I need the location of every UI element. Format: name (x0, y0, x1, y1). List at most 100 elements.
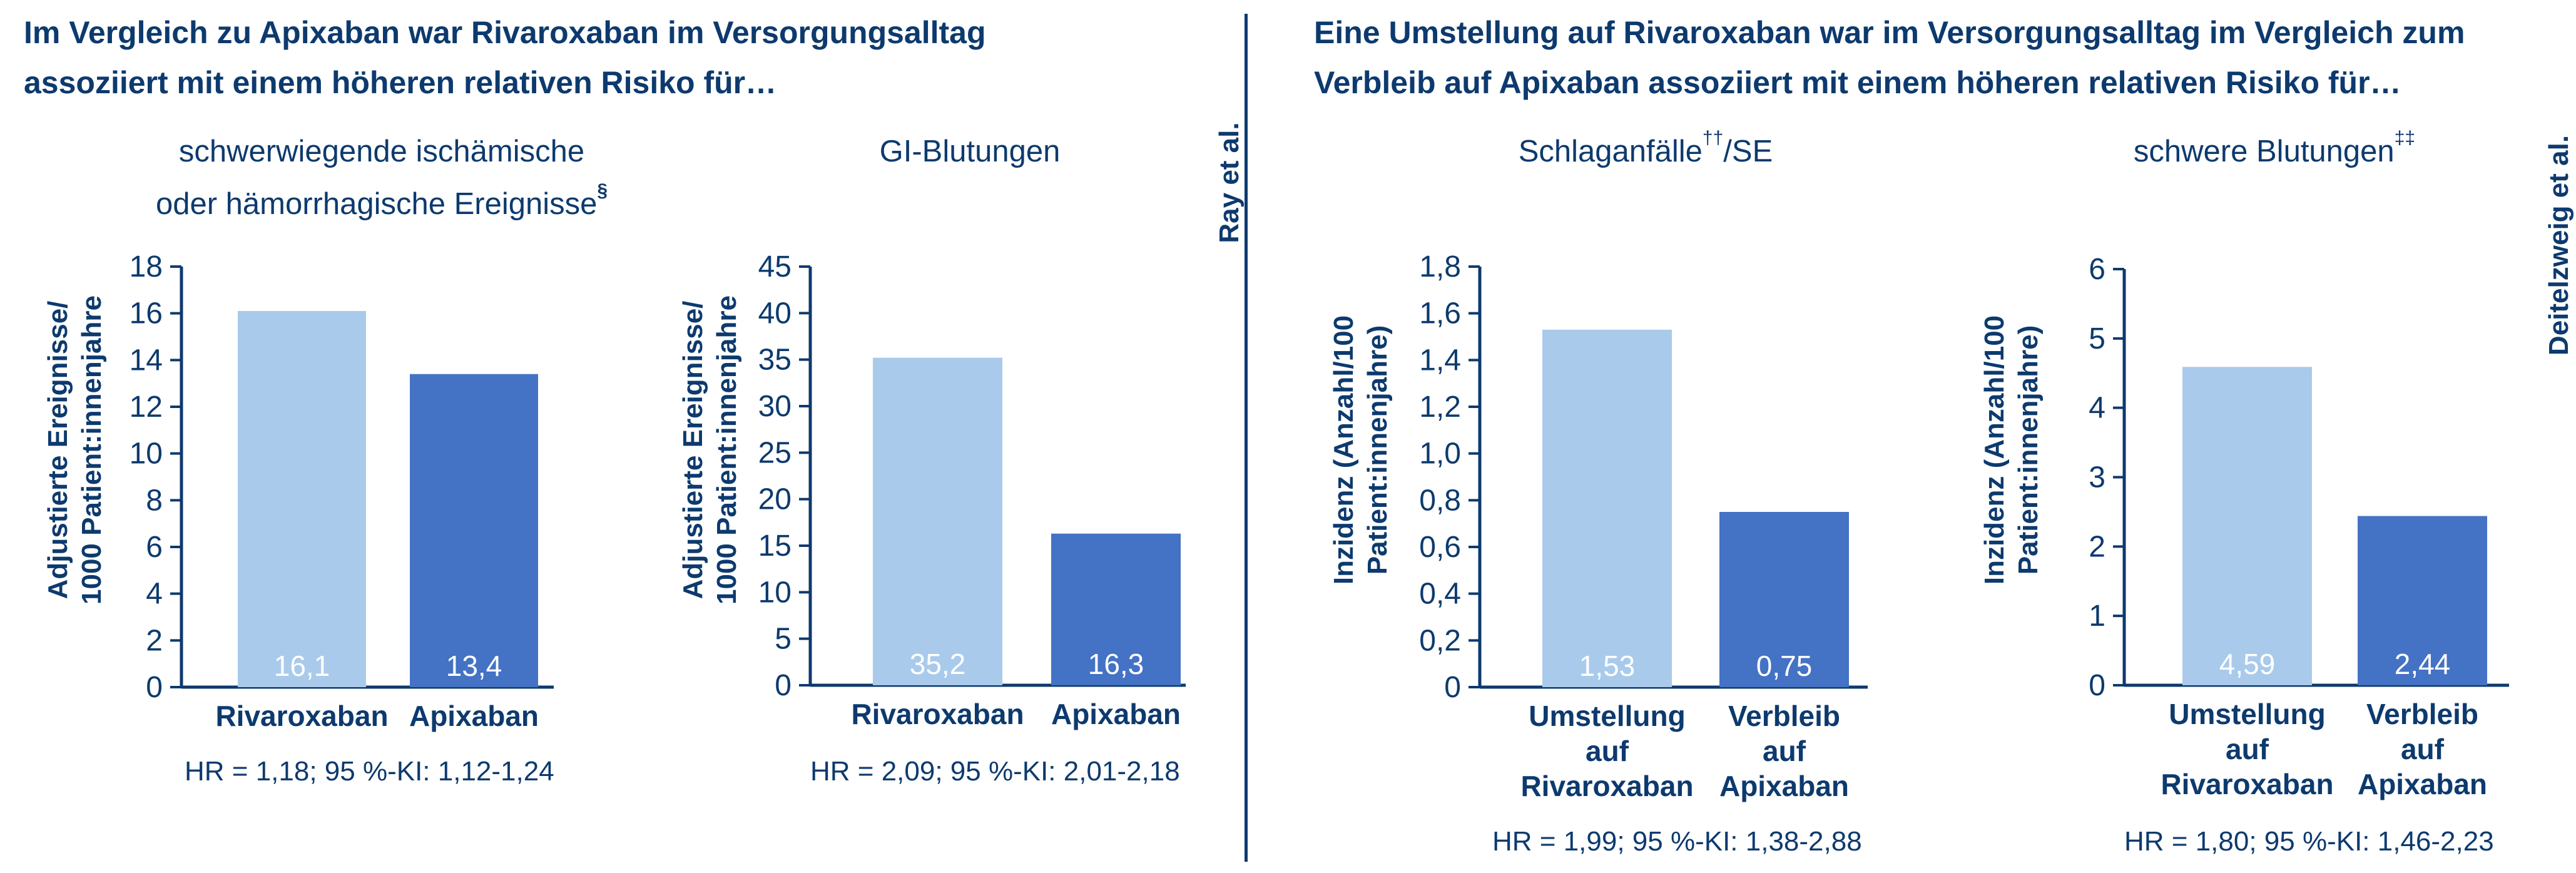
hazard-ratio: HR = 1,99; 95 %-KI: 1,38-2,88 (1492, 826, 1862, 857)
category-label: Verbleib (2366, 698, 2478, 730)
chart-title-suffix: /SE (1723, 135, 1773, 168)
chart-title-footnote: †† (1702, 128, 1724, 148)
hazard-ratio: HR = 1,80; 95 %-KI: 1,46-2,23 (2124, 826, 2494, 857)
category-label: Apixaban (409, 700, 539, 732)
category-label: Apixaban (1719, 770, 1849, 802)
y-tick-label: 0 (146, 671, 163, 704)
y-tick-label: 25 (758, 436, 792, 469)
bar (873, 357, 1002, 685)
y-tick-label: 4 (2089, 392, 2105, 425)
left-section-title: Im Vergleich zu Apixaban war Rivaroxaban… (24, 8, 986, 108)
bar (1542, 329, 1672, 687)
chart-title-line2-wrap: oder hämorrhagische Ereignisse§ (100, 178, 663, 230)
y-tick-label: 2 (2089, 530, 2105, 563)
category-label: auf (2401, 733, 2445, 765)
category-label: Verbleib (1728, 700, 1840, 732)
y-tick-label: 16 (130, 297, 163, 330)
bar (1051, 533, 1181, 685)
bar-value-label: 4,59 (2219, 648, 2276, 680)
bar-value-label: 0,75 (1756, 650, 1813, 682)
hazard-ratio: HR = 1,18; 95 %-KI: 1,12-1,24 (185, 756, 554, 787)
y-tick-label: 5 (2089, 322, 2105, 355)
category-label: Rivaroxaban (1520, 770, 1693, 802)
right-section-title-line1: Eine Umstellung auf Rivaroxaban war im V… (1314, 15, 2465, 50)
bar-value-label: 16,1 (274, 650, 330, 682)
y-tick-label: 8 (146, 484, 163, 517)
bar-chart-plot: 0 2 4 6 8 10 12 14 16 18 16,1 Rivaroxaban 13,4 Apixab… (130, 250, 554, 732)
bar-value-label: 13,4 (446, 650, 502, 682)
category-label: Rivaroxaban (215, 700, 388, 732)
bar-value-label: 35,2 (910, 648, 966, 680)
chart-title-footnote: § (597, 180, 608, 201)
chart-stroke-se: Schlaganfälle††/SE Inzidenz (Anzahl/100 … (1328, 125, 1927, 857)
y-tick-label: 0,4 (1419, 578, 1461, 611)
category-label: auf (1763, 735, 1806, 767)
category-label: Umstellung (1529, 700, 1685, 732)
chart-title-line1-wrap: Schlaganfälle††/SE (1364, 125, 1927, 178)
category-label: Rivaroxaban (851, 698, 1024, 730)
y-tick-label: 1,4 (1419, 344, 1461, 377)
bar-value-label: 16,3 (1088, 648, 1144, 680)
bar (1719, 512, 1849, 687)
bar-value-label: 1,53 (1579, 650, 1636, 682)
y-tick-label: 6 (2089, 253, 2105, 286)
chart-title-line2: oder hämorrhagische Ereignisse (155, 187, 598, 221)
chart-title-line1: schwere Blutungen (2133, 135, 2395, 168)
category-label: Apixaban (1051, 698, 1181, 730)
right-section-title-line2: Verbleib auf Apixaban assoziiert mit ein… (1314, 65, 2401, 100)
hazard-ratio: HR = 2,09; 95 %-KI: 2,01-2,18 (810, 756, 1180, 787)
chart-title: schwere Blutungen‡‡ (1993, 125, 2556, 178)
y-tick-label: 40 (758, 297, 792, 330)
y-tick-label: 0 (775, 669, 792, 702)
chart-title: schwerwiegende ischämische oder hämorrha… (100, 125, 663, 230)
y-tick-label: 1 (2089, 600, 2105, 633)
y-tick-label: 12 (130, 391, 163, 424)
y-tick-label: 15 (758, 529, 792, 563)
chart-ischemic-hemorrhagic: schwerwiegende ischämische oder hämorrha… (0, 0, 626, 873)
y-tick-label: 14 (130, 344, 163, 377)
y-tick-label: 2 (146, 624, 163, 657)
y-tick-label: 20 (758, 483, 792, 516)
bar-chart-plot: 0 0,2 0,4 0,6 0,8 1,0 1,2 1,4 1,6 1,8 1,53 Umstellu… (1419, 250, 1868, 802)
y-tick-label: 0,8 (1419, 484, 1461, 517)
bar-value-label: 2,44 (2395, 648, 2451, 680)
chart-title-line1-wrap: schwere Blutungen‡‡ (1993, 125, 2556, 178)
chart-title-line1: schwerwiegende ischämische (178, 135, 585, 168)
chart-title-line1: GI-Blutungen (879, 135, 1061, 168)
chart-gi-bleeding: GI-Blutungen Adjustierte Ereignisse/ 100… (0, 0, 1251, 873)
chart-title: GI-Blutungen (688, 125, 1251, 178)
y-tick-label: 1,8 (1419, 250, 1461, 283)
y-tick-label: 45 (758, 250, 792, 283)
y-tick-label: 1,0 (1419, 437, 1461, 471)
y-tick-label: 0,6 (1419, 531, 1461, 564)
category-label: auf (2226, 733, 2269, 765)
y-tick-label: 18 (130, 250, 163, 283)
y-tick-label: 10 (130, 437, 163, 471)
left-section-title-line2: assoziiert mit einem höheren relativen R… (24, 65, 777, 100)
y-tick-label: 0 (1444, 671, 1461, 704)
bar (2182, 367, 2312, 685)
bar-chart-plot: 0 5 10 15 20 25 30 35 40 45 35,2 Rivaroxaban 16,3 Api… (758, 250, 1186, 730)
y-tick-label: 10 (758, 576, 792, 609)
category-label: Rivaroxaban (2161, 768, 2333, 800)
y-tick-label: 4 (146, 578, 163, 611)
bar (410, 374, 538, 687)
chart-title-line1: Schlaganfälle (1518, 135, 1703, 168)
category-label: Apixaban (2358, 768, 2487, 800)
chart-title-footnote: ‡‡ (2394, 128, 2416, 148)
y-tick-label: 30 (758, 390, 792, 423)
y-tick-label: 35 (758, 344, 792, 377)
y-tick-label: 0,2 (1419, 624, 1461, 657)
y-tick-label: 1,6 (1419, 297, 1461, 330)
y-tick-label: 0 (2089, 669, 2105, 702)
section-divider (1245, 14, 1248, 862)
y-tick-label: 6 (146, 531, 163, 564)
bar (238, 310, 366, 687)
y-tick-label: 1,2 (1419, 391, 1461, 424)
category-label: auf (1586, 735, 1629, 767)
left-section-title-line1: Im Vergleich zu Apixaban war Rivaroxaban… (24, 15, 986, 50)
right-section-title: Eine Umstellung auf Rivaroxaban war im V… (1314, 8, 2465, 108)
bar (2358, 516, 2487, 685)
